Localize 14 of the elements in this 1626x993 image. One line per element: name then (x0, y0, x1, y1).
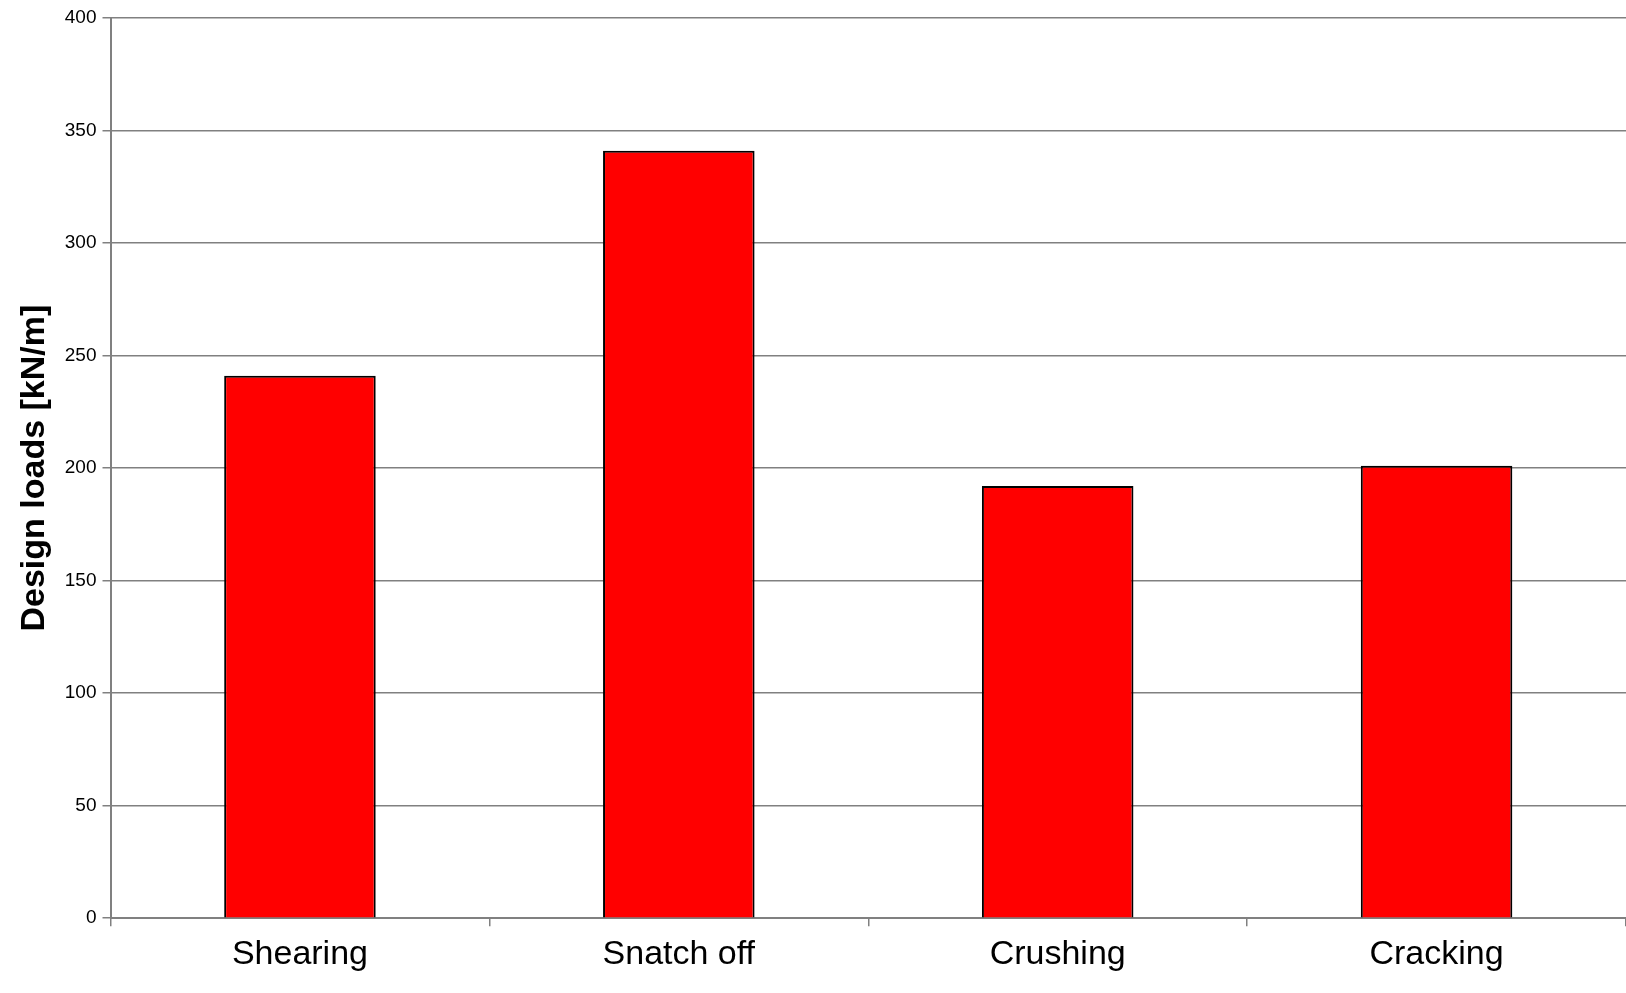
y-tick-label: 50 (75, 793, 97, 815)
y-tick-label: 250 (64, 343, 97, 365)
y-tick-label: 150 (64, 568, 97, 590)
x-tick-label: Crushing (989, 932, 1126, 971)
x-tick-label: Cracking (1369, 932, 1504, 971)
y-tick-label: 200 (64, 456, 97, 478)
y-tick-label: 350 (64, 118, 97, 140)
y-tick-label: 100 (64, 681, 97, 703)
y-axis-title: Design loads [kN/m] (12, 304, 51, 632)
x-tick-label: Shearing (231, 932, 368, 971)
y-tick-label: 400 (64, 6, 97, 28)
y-tick-label: 300 (64, 231, 97, 253)
y-tick-label: 0 (85, 906, 97, 928)
x-tick-label: Snatch off (602, 932, 756, 971)
